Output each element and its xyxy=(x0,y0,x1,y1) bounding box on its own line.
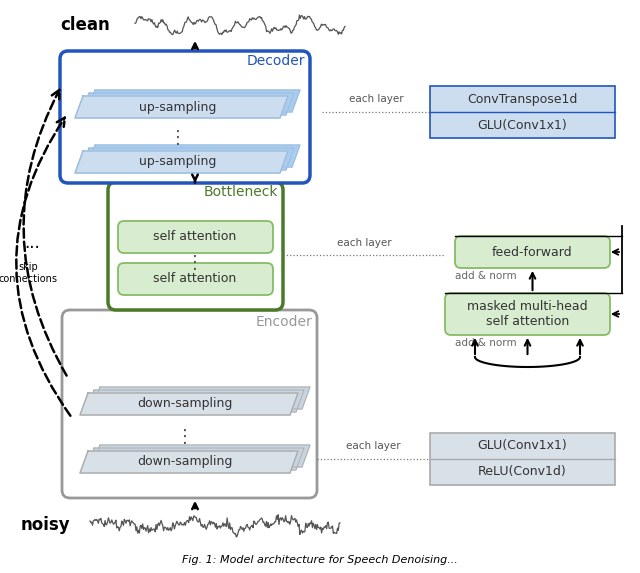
Text: ConvTranspose1d: ConvTranspose1d xyxy=(467,92,578,105)
Polygon shape xyxy=(81,148,294,170)
FancyBboxPatch shape xyxy=(118,221,273,253)
FancyBboxPatch shape xyxy=(108,182,283,310)
Bar xyxy=(430,433,615,485)
Text: each layer: each layer xyxy=(346,441,401,451)
Text: add & norm: add & norm xyxy=(455,338,516,348)
Text: ⋮: ⋮ xyxy=(176,428,194,446)
Polygon shape xyxy=(80,451,298,473)
Text: self attention: self attention xyxy=(154,273,237,285)
Text: each layer: each layer xyxy=(349,94,403,104)
Polygon shape xyxy=(80,393,298,415)
Text: noisy: noisy xyxy=(20,516,70,534)
Text: self attention: self attention xyxy=(154,230,237,244)
Polygon shape xyxy=(92,387,310,409)
Text: skip
connections: skip connections xyxy=(0,262,58,284)
FancyBboxPatch shape xyxy=(62,310,317,498)
Polygon shape xyxy=(75,151,288,173)
Text: down-sampling: down-sampling xyxy=(138,398,233,410)
FancyBboxPatch shape xyxy=(118,263,273,295)
Polygon shape xyxy=(81,93,294,115)
Text: Bottleneck: Bottleneck xyxy=(204,185,278,199)
Polygon shape xyxy=(87,145,300,167)
Text: Encoder: Encoder xyxy=(255,315,312,329)
Text: ...: ... xyxy=(24,234,40,252)
Text: Fig. 1: Model architecture for Speech Denoising...: Fig. 1: Model architecture for Speech De… xyxy=(182,555,458,565)
Text: ⋮: ⋮ xyxy=(186,254,204,272)
Text: feed-forward: feed-forward xyxy=(492,245,573,258)
FancyBboxPatch shape xyxy=(60,51,310,183)
Text: ReLU(Conv1d): ReLU(Conv1d) xyxy=(478,465,567,478)
Text: clean: clean xyxy=(60,16,110,34)
Polygon shape xyxy=(75,96,288,118)
Bar xyxy=(430,86,615,138)
Polygon shape xyxy=(86,390,304,412)
Polygon shape xyxy=(92,445,310,467)
FancyBboxPatch shape xyxy=(455,236,610,268)
Text: add & norm: add & norm xyxy=(455,271,516,281)
Text: down-sampling: down-sampling xyxy=(138,456,233,469)
Text: ⋮: ⋮ xyxy=(169,129,187,147)
Text: up-sampling: up-sampling xyxy=(140,155,217,168)
Text: each layer: each layer xyxy=(337,238,391,248)
Text: GLU(Conv1x1): GLU(Conv1x1) xyxy=(477,439,568,453)
Polygon shape xyxy=(86,448,304,470)
Text: masked multi-head
self attention: masked multi-head self attention xyxy=(467,300,588,328)
FancyArrowPatch shape xyxy=(24,90,67,375)
Text: Decoder: Decoder xyxy=(246,54,305,68)
Text: GLU(Conv1x1): GLU(Conv1x1) xyxy=(477,119,568,131)
FancyBboxPatch shape xyxy=(445,293,610,335)
Text: up-sampling: up-sampling xyxy=(140,100,217,113)
FancyArrowPatch shape xyxy=(16,117,70,416)
Polygon shape xyxy=(87,90,300,112)
